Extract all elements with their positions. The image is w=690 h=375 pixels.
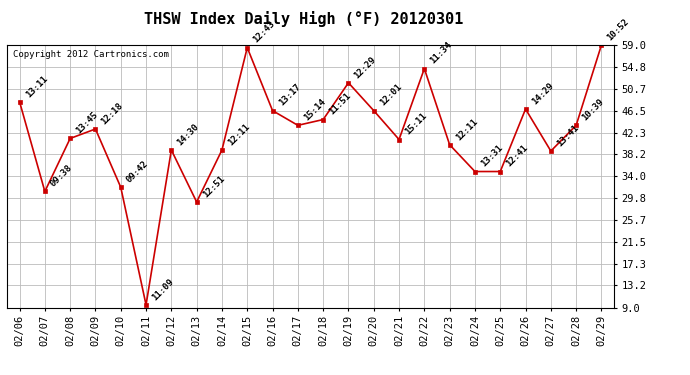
Text: Copyright 2012 Cartronics.com: Copyright 2012 Cartronics.com [13, 50, 169, 59]
Text: 14:29: 14:29 [530, 81, 555, 106]
Text: 13:41: 13:41 [555, 123, 580, 148]
Text: 12:11: 12:11 [226, 122, 251, 147]
Text: 13:31: 13:31 [479, 143, 504, 169]
Text: THSW Index Daily High (°F) 20120301: THSW Index Daily High (°F) 20120301 [144, 11, 463, 27]
Text: 09:38: 09:38 [49, 164, 75, 189]
Text: 12:29: 12:29 [353, 55, 378, 80]
Text: 15:11: 15:11 [403, 111, 428, 137]
Text: 12:51: 12:51 [201, 174, 226, 199]
Text: 12:01: 12:01 [378, 82, 403, 108]
Text: 13:17: 13:17 [277, 82, 302, 108]
Text: 12:11: 12:11 [454, 117, 479, 142]
Text: 11:51: 11:51 [327, 92, 353, 117]
Text: 13:45: 13:45 [75, 110, 99, 136]
Text: 12:41: 12:41 [504, 143, 530, 169]
Text: 15:14: 15:14 [302, 97, 327, 123]
Text: 10:39: 10:39 [580, 97, 606, 123]
Text: 13:11: 13:11 [23, 74, 49, 99]
Text: 09:42: 09:42 [125, 159, 150, 184]
Text: 14:30: 14:30 [175, 122, 201, 147]
Text: 12:43: 12:43 [251, 20, 277, 45]
Text: 11:34: 11:34 [428, 40, 454, 66]
Text: 11:09: 11:09 [150, 277, 175, 302]
Text: 10:52: 10:52 [606, 17, 631, 42]
Text: 12:18: 12:18 [99, 101, 125, 126]
